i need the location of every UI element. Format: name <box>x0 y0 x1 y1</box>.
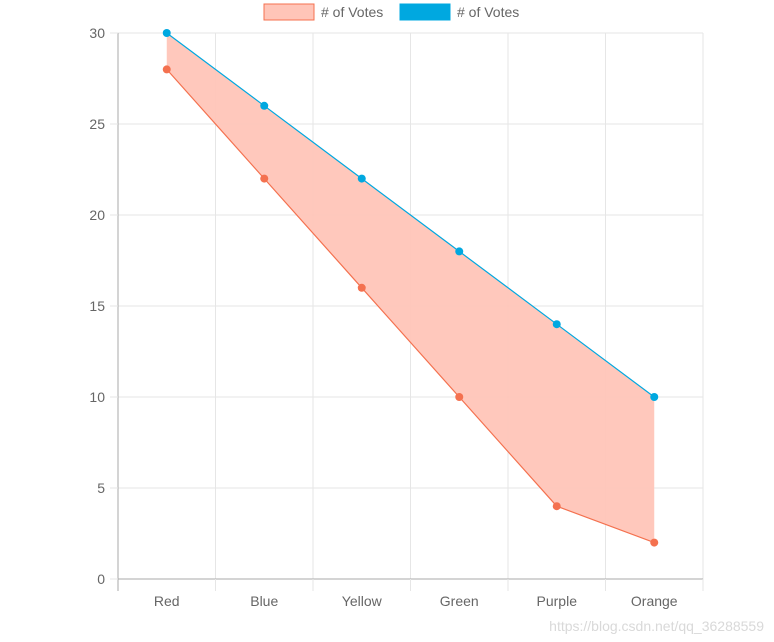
data-point <box>260 101 269 110</box>
y-tick-label: 25 <box>89 116 105 132</box>
data-point <box>162 65 171 74</box>
y-axis-ticks: 0 5 10 15 20 25 30 <box>89 25 118 587</box>
data-point <box>552 320 561 329</box>
series-line-1 <box>166 69 655 544</box>
legend-swatch-1 <box>263 3 315 21</box>
x-tick-label: Orange <box>631 593 678 609</box>
fill-between-area <box>166 33 655 543</box>
series-lines <box>166 32 655 544</box>
fill-area <box>166 33 655 543</box>
x-tick-label: Purple <box>537 593 578 609</box>
data-point <box>357 283 366 292</box>
x-tick-label: Green <box>440 593 479 609</box>
y-tick-label: 5 <box>97 480 105 496</box>
data-points <box>162 29 659 547</box>
watermark-text: https://blog.csdn.net/qq_36288559 <box>549 618 764 634</box>
y-tick-label: 15 <box>89 298 105 314</box>
x-axis-ticks: Red Blue Yellow Green Purple Orange <box>154 579 704 609</box>
data-point <box>650 393 659 401</box>
data-point <box>552 502 561 511</box>
legend-swatch-2 <box>399 3 451 21</box>
x-tick-label: Blue <box>250 593 278 609</box>
series-line-2 <box>166 32 655 398</box>
data-point <box>260 174 269 183</box>
x-tick-label: Yellow <box>342 593 383 609</box>
y-tick-label: 0 <box>97 571 105 587</box>
data-point <box>162 29 171 37</box>
legend-label-2: # of Votes <box>457 4 519 20</box>
data-point <box>357 174 366 183</box>
x-tick-label: Red <box>154 593 180 609</box>
legend[interactable]: # of Votes # of Votes <box>263 3 519 21</box>
data-point <box>650 538 659 547</box>
y-tick-label: 10 <box>89 389 105 405</box>
data-point <box>455 393 464 401</box>
data-point <box>455 247 464 256</box>
y-tick-label: 30 <box>89 25 105 41</box>
legend-label-1: # of Votes <box>321 4 383 20</box>
y-tick-label: 20 <box>89 207 105 223</box>
